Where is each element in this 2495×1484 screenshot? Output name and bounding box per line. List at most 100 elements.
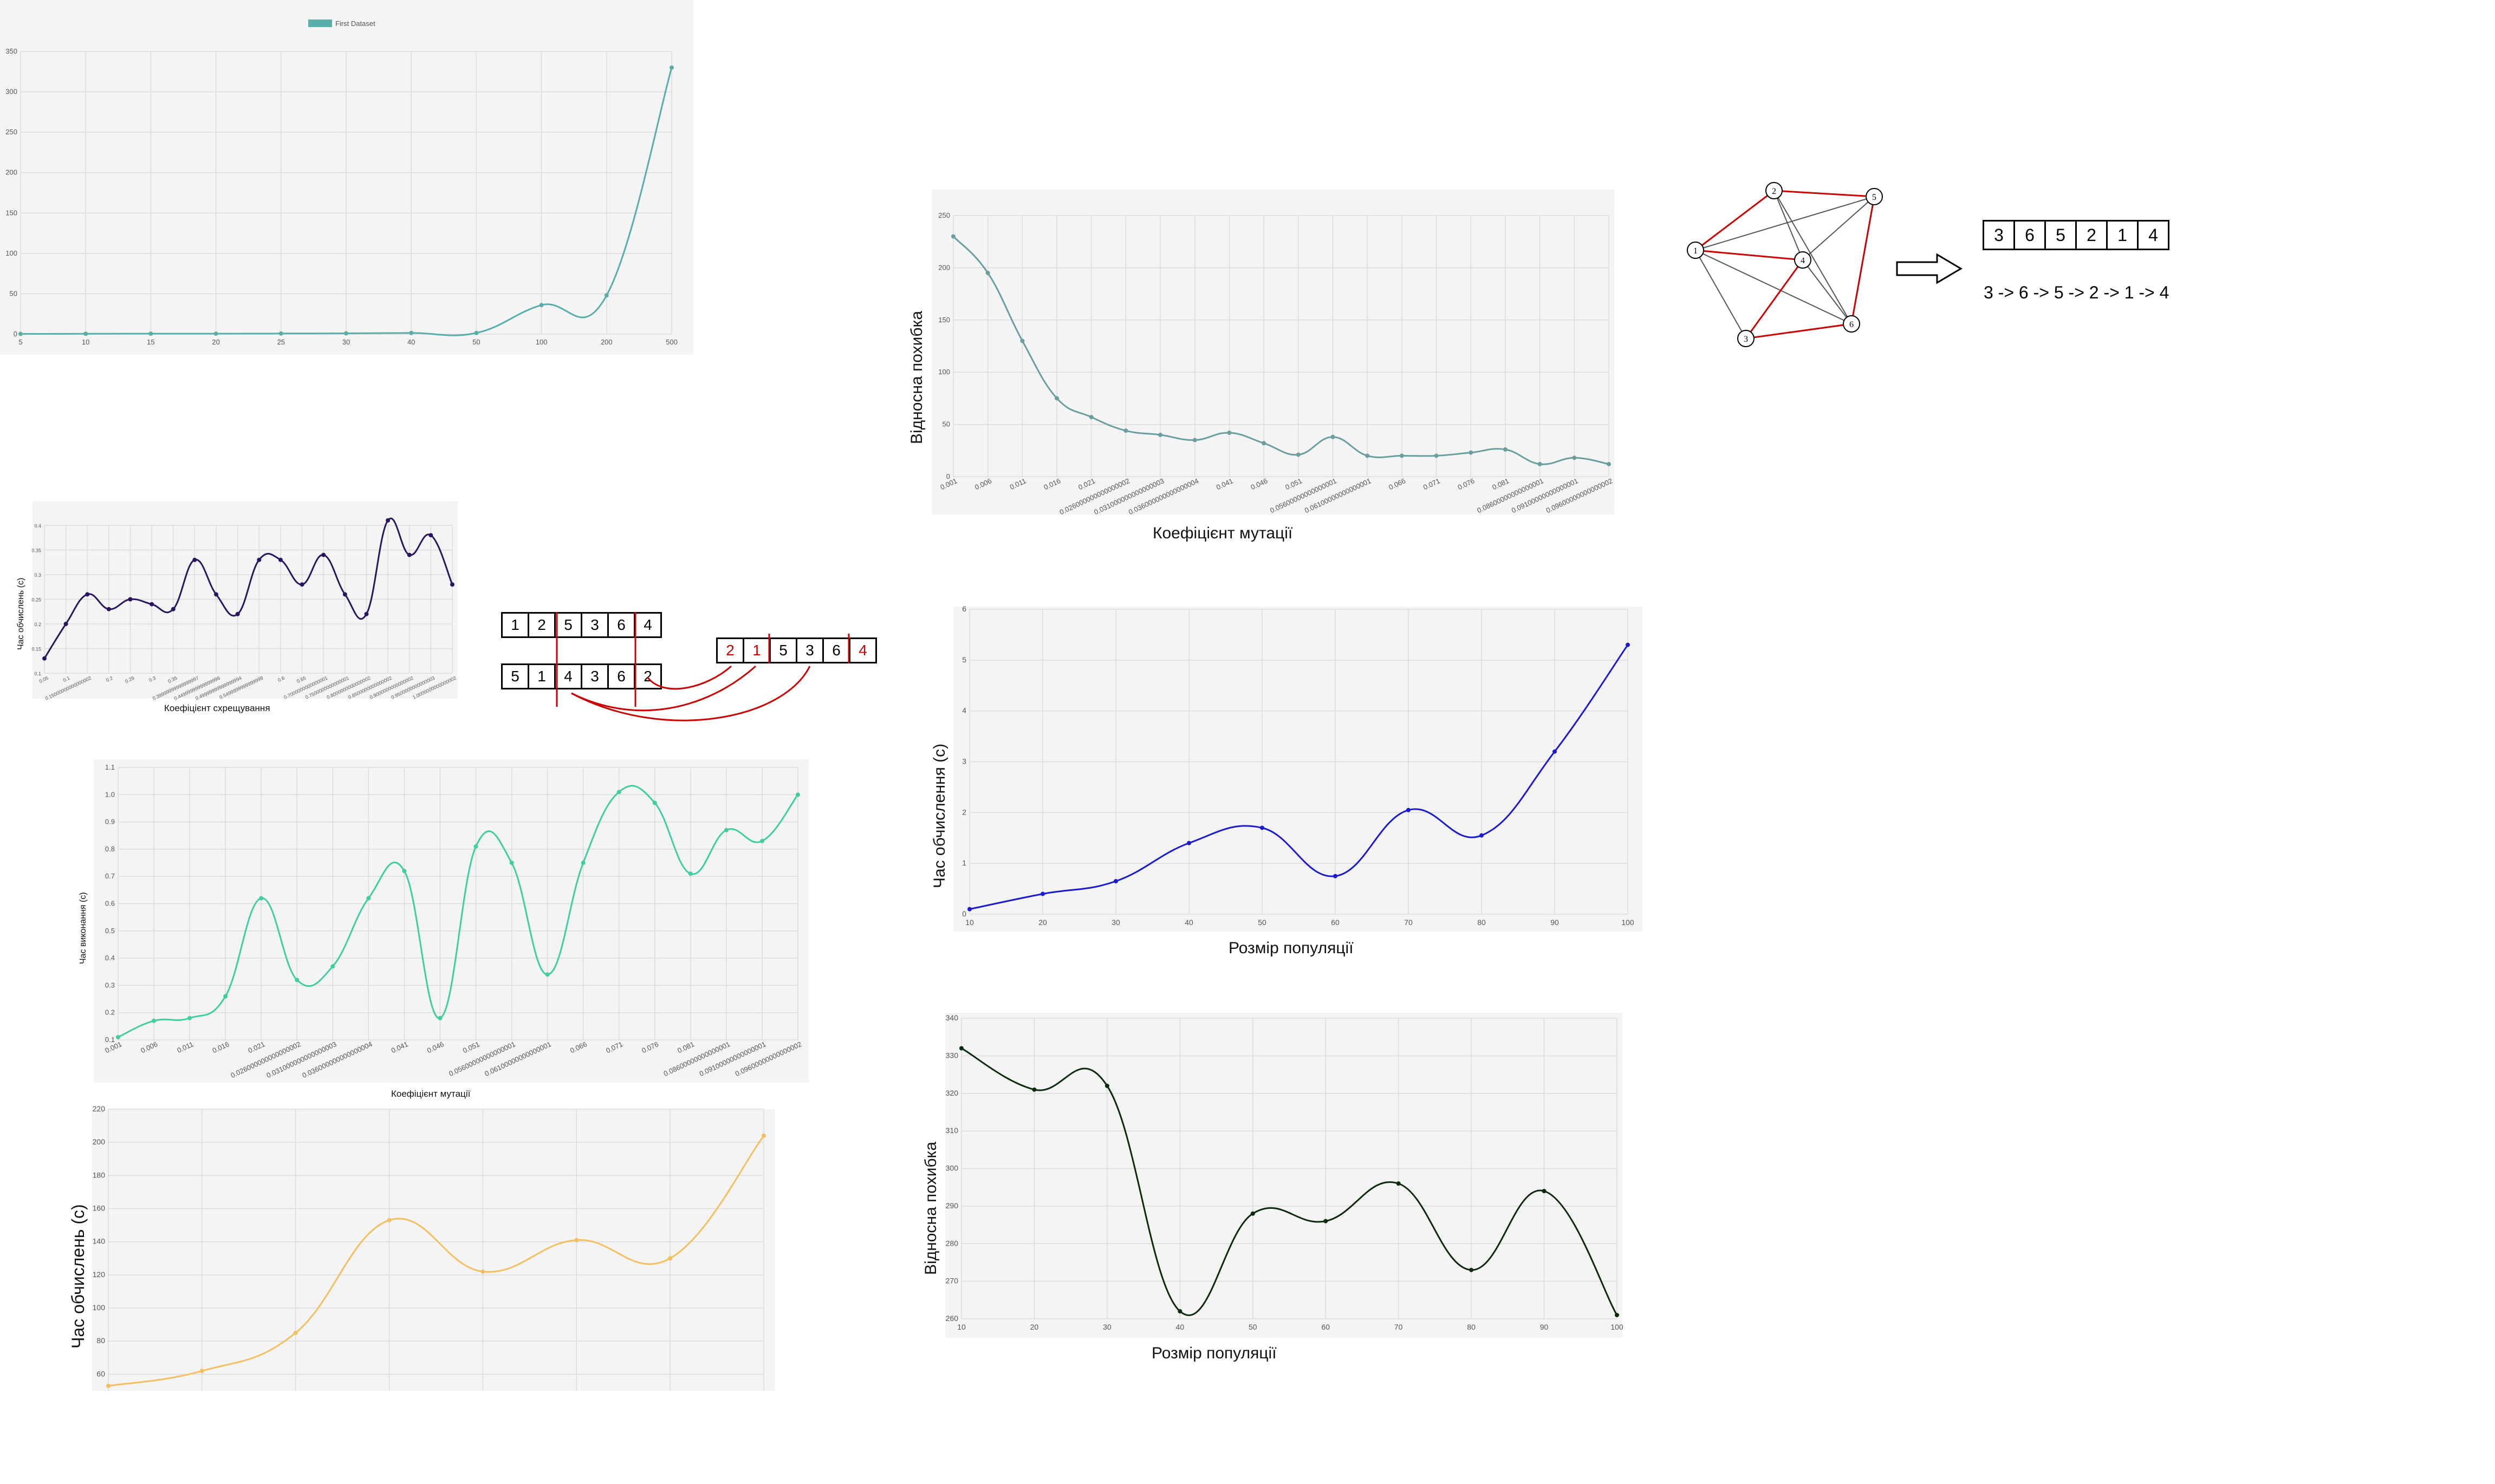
c5-data-point bbox=[762, 1133, 766, 1138]
route-cell: 5 bbox=[2044, 220, 2077, 250]
c5-ytick-label: 200 bbox=[93, 1137, 106, 1146]
crossover-parent2-cell: 3 bbox=[581, 663, 609, 689]
c2-data-point bbox=[1123, 428, 1128, 433]
graph-diagram: 1 2 3 4 5 6 bbox=[1674, 176, 1890, 355]
c1-legend-label: First Dataset bbox=[335, 19, 375, 28]
graph-node-label: 3 bbox=[1744, 335, 1748, 344]
c6-series-line bbox=[969, 644, 1629, 910]
c4-ytick-label: 0.3 bbox=[105, 981, 115, 989]
crossover-parent1-cell: 6 bbox=[607, 612, 635, 638]
c1-ytick-label: 150 bbox=[5, 209, 17, 217]
c1-xtick-label: 5 bbox=[18, 338, 22, 346]
c5-data-point bbox=[199, 1369, 204, 1374]
c6-ytick-label: 5 bbox=[962, 655, 966, 664]
c6-ytick-label: 3 bbox=[962, 757, 966, 766]
c7-ytick-label: 320 bbox=[946, 1089, 959, 1097]
c6-ytick-label: 1 bbox=[962, 858, 966, 867]
c7-ytick-label: 290 bbox=[946, 1201, 959, 1210]
c4-series-line bbox=[118, 785, 799, 1038]
c1-ytick-label: 250 bbox=[5, 128, 17, 136]
c6-data-point bbox=[1041, 891, 1045, 896]
c6-xtick-label: 50 bbox=[1258, 918, 1266, 927]
c3-xtick-label: 0.2 bbox=[105, 675, 114, 683]
c3-data-point bbox=[192, 557, 197, 562]
c6-data-point bbox=[1626, 642, 1630, 647]
graph-node bbox=[1687, 242, 1704, 259]
c2-data-point bbox=[1055, 396, 1060, 401]
c7-xtick-label: 40 bbox=[1176, 1323, 1185, 1331]
c2-data-point bbox=[951, 234, 956, 239]
c1-ytick-label: 100 bbox=[5, 249, 17, 257]
c4-grid bbox=[118, 767, 798, 1040]
c7-data-point bbox=[1323, 1219, 1328, 1223]
c6-xtick-label: 60 bbox=[1331, 918, 1340, 927]
chart-crossover-time: 0.1 0.15 0.2 0.25 0.3 0.35 0.4 0.05 0.1 0.1500000… bbox=[31, 501, 458, 701]
c7-xtick-label: 20 bbox=[1030, 1323, 1039, 1331]
c1-ytick-label: 300 bbox=[5, 88, 17, 96]
c6-data-point bbox=[1479, 833, 1484, 838]
graph-edge-route bbox=[1695, 190, 1775, 251]
c4-data-point bbox=[152, 1018, 157, 1023]
c3-ytick-label: 0.4 bbox=[34, 523, 41, 529]
route-cell: 2 bbox=[2075, 220, 2108, 250]
c6-xtick-label: 20 bbox=[1038, 918, 1047, 927]
c4-data-point bbox=[724, 828, 729, 832]
c7-ytick-label: 340 bbox=[946, 1013, 959, 1022]
graph-edge bbox=[1773, 190, 1803, 261]
c3-data-point bbox=[450, 582, 454, 587]
c3-xtick-label: 0.35 bbox=[167, 675, 178, 684]
c3-xtick-label: 0.05 bbox=[38, 675, 49, 684]
c2-data-point bbox=[1469, 450, 1473, 455]
c1-grid bbox=[20, 51, 672, 335]
c2-data-point bbox=[1365, 453, 1370, 458]
c3-data-point bbox=[128, 597, 133, 602]
chart-mutation-error-ylabel: Відносна похибка bbox=[908, 310, 926, 444]
chart-time-orange: 60 80 100 120 140 160 180 200 220 bbox=[92, 1104, 775, 1391]
c3-data-point bbox=[428, 533, 433, 538]
c2-ytick-label: 0 bbox=[946, 472, 950, 480]
c7-ytick-label: 280 bbox=[946, 1239, 959, 1247]
c4-data-point bbox=[796, 792, 800, 797]
c7-data-point bbox=[1250, 1211, 1255, 1216]
c2-xtick-label: 0.071 bbox=[1422, 477, 1441, 491]
c6-grid bbox=[969, 609, 1628, 915]
c4-xtick-label: 0.021 bbox=[247, 1040, 267, 1055]
c3-xtick-label: 0.1 bbox=[62, 675, 71, 683]
c5-data-point bbox=[480, 1269, 485, 1274]
c2-data-point bbox=[1434, 453, 1439, 458]
chart-population-time-svg: 0 1 2 3 4 5 6 10 20 30 40 50 60 70 80 90 100 bbox=[962, 604, 1634, 927]
chart-population-error-xlabel: Розмір популяції bbox=[1152, 1344, 1277, 1362]
c3-data-point bbox=[85, 592, 90, 597]
c7-ytick-label: 310 bbox=[946, 1126, 959, 1135]
c1-data-point bbox=[18, 331, 23, 336]
c4-data-point bbox=[116, 1034, 120, 1039]
c2-data-point bbox=[1607, 461, 1611, 466]
graph-edge bbox=[1695, 250, 1852, 324]
c5-ytick-label: 160 bbox=[93, 1204, 106, 1213]
c6-xtick-label: 90 bbox=[1550, 918, 1559, 927]
graph-edge-route bbox=[1745, 323, 1852, 340]
c4-ytick-label: 0.6 bbox=[105, 900, 115, 908]
c7-data-point bbox=[1178, 1309, 1182, 1314]
c1-legend-swatch bbox=[308, 19, 332, 27]
c2-xtick-label: 0.041 bbox=[1215, 477, 1234, 491]
graph-edge bbox=[1773, 190, 1852, 324]
c1-ytick-label: 0 bbox=[14, 330, 17, 338]
c2-xtick-label: 0.081 bbox=[1491, 477, 1510, 491]
c3-data-point bbox=[150, 602, 154, 607]
c2-xtick-label: 0.006 bbox=[973, 477, 993, 491]
c7-xtick-label: 70 bbox=[1394, 1323, 1403, 1331]
c7-data-point bbox=[1542, 1189, 1547, 1194]
c6-data-point bbox=[1552, 749, 1557, 754]
c1-xtick-label: 15 bbox=[147, 338, 154, 346]
c4-data-point bbox=[688, 871, 693, 876]
c6-data-point bbox=[1260, 825, 1264, 830]
c3-data-point bbox=[364, 611, 369, 616]
c3-data-point bbox=[278, 557, 283, 562]
c4-data-point bbox=[509, 861, 514, 865]
c6-xtick-label: 30 bbox=[1112, 918, 1120, 927]
c2-data-point bbox=[1020, 339, 1025, 343]
c4-data-point bbox=[330, 964, 335, 969]
c7-xtick-label: 60 bbox=[1321, 1323, 1330, 1331]
